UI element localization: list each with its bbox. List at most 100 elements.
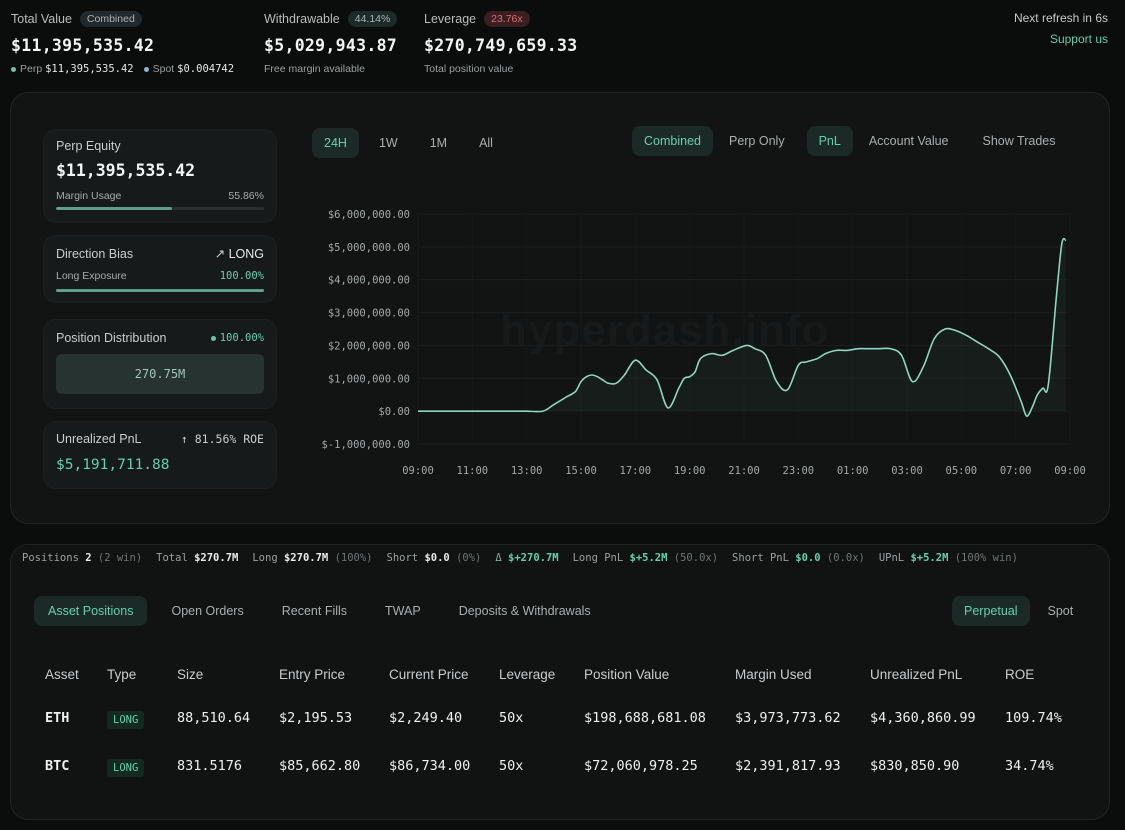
unrealized-pnl-card: Unrealized PnL ↑ 81.56% ROE $5,191,711.8… [44, 422, 276, 488]
table-row[interactable]: BTC LONG 831.5176 $85,662.80 $86,734.00 … [34, 742, 1074, 790]
support-link[interactable]: Support us [1049, 32, 1108, 46]
leverage-label: Leverage [424, 12, 477, 26]
distribution-bar[interactable]: 270.75M [56, 354, 264, 394]
total-value-label: Total Value [11, 12, 72, 26]
chart-view-tabs: Combined Perp Only PnL Account Value Sho… [632, 126, 1067, 156]
cell-unrealized-pnl: $4,360,860.99 [870, 710, 976, 726]
col-unrealized-pnl[interactable]: Unrealized PnL [870, 666, 963, 682]
show-trades-button[interactable]: Show Trades [982, 134, 1056, 148]
col-size[interactable]: Size [177, 666, 204, 682]
watermark: hyperdash.info [500, 306, 830, 355]
pnl-chart[interactable]: $6,000,000.00 $5,000,000.00 $4,000,000.00 $… [300, 190, 1090, 490]
cell-margin-used: $2,391,817.93 [735, 758, 841, 774]
leverage-chip: 23.76x [484, 11, 530, 27]
y-tick-label: $3,000,000.00 [328, 308, 410, 320]
perp-equity-title: Perp Equity [56, 139, 121, 153]
positions-short-pnl: Short PnL $0.0 (0.0x) [732, 552, 865, 564]
tab-24h[interactable]: 24H [312, 128, 359, 158]
spot-dot-icon [143, 66, 149, 72]
bias-label: LONG [228, 247, 264, 261]
positions-panel [10, 544, 1110, 820]
perp-equity-value: $11,395,535.42 [56, 161, 196, 180]
positions-count: Positions 2 (2 win) [22, 552, 143, 564]
col-roe[interactable]: ROE [1005, 666, 1035, 682]
cell-type: LONG [96, 694, 166, 742]
x-tick-label: 19:00 [674, 465, 706, 477]
tab-pnl[interactable]: PnL [806, 126, 853, 156]
perp-dot-icon [11, 66, 16, 72]
col-margin-used[interactable]: Margin Used [735, 666, 812, 682]
long-badge: LONG [107, 710, 145, 729]
tab-twap[interactable]: TWAP [385, 604, 421, 618]
account-summary-bar: Total Value Combined $11,395,535.42 Perp… [0, 0, 1125, 84]
distribution-pct-value: 100.00% [219, 332, 264, 344]
cell-leverage: 50x [499, 710, 524, 726]
direction-bias-card: Direction Bias ↗ LONG Long Exposure 100.… [44, 236, 276, 302]
refresh-countdown: Next refresh in 6s [1013, 11, 1108, 25]
perp-breakdown: Perp $11,395,535.42 [11, 63, 134, 75]
positions-short: Short $0.0 (0%) [386, 552, 482, 564]
distribution-pct: 100.00% [210, 332, 264, 344]
tab-perpetual[interactable]: Perpetual [952, 596, 1030, 626]
cell-type: LONG [96, 742, 166, 790]
cell-leverage: 50x [499, 758, 524, 774]
y-tick-label: $-1,000,000.00 [321, 439, 410, 451]
col-leverage[interactable]: Leverage [499, 666, 556, 682]
y-tick-label: $2,000,000.00 [328, 340, 410, 352]
x-tick-label: 01:00 [837, 465, 869, 477]
pnl-area [418, 238, 1066, 417]
tab-account-value[interactable]: Account Value [868, 134, 949, 148]
table-row[interactable]: ETH LONG 88,510.64 $2,195.53 $2,249.40 5… [34, 694, 1074, 742]
cell-asset[interactable]: ETH [45, 710, 70, 726]
y-tick-label: $0.00 [378, 406, 410, 418]
col-asset[interactable]: Asset [45, 666, 79, 682]
position-distribution-card: Position Distribution 100.00% 270.75M [44, 320, 276, 408]
cell-position-value: $198,688,681.08 [584, 710, 706, 726]
cell-roe: 109.74% [1005, 710, 1062, 726]
table-header-row: Asset Type Size Entry Price Current Pric… [34, 654, 1074, 694]
tab-open-orders[interactable]: Open Orders [171, 604, 244, 618]
combined-chip[interactable]: Combined [79, 11, 142, 27]
col-entry-price[interactable]: Entry Price [279, 666, 346, 682]
tab-combined[interactable]: Combined [632, 126, 713, 156]
x-tick-label: 03:00 [891, 465, 923, 477]
col-position-value[interactable]: Position Value [584, 666, 670, 682]
cell-entry-price: $2,195.53 [279, 710, 353, 726]
tab-asset-positions[interactable]: Asset Positions [34, 596, 148, 626]
col-current-price[interactable]: Current Price [389, 666, 469, 682]
tab-1m[interactable]: 1M [429, 136, 448, 150]
cell-current-price: $86,734.00 [389, 758, 471, 774]
upnl-roe-value: 81.56% ROE [194, 432, 264, 446]
margin-usage-fill [56, 207, 173, 210]
direction-bias-value: ↗ LONG [215, 246, 264, 261]
x-tick-label: 11:00 [457, 465, 489, 477]
long-exposure-value: 100.00% [219, 270, 264, 282]
x-tick-label: 21:00 [728, 465, 760, 477]
x-tick-label: 09:00 [1054, 465, 1086, 477]
upnl-title: Unrealized PnL [56, 432, 142, 446]
market-type-tabs: Perpetual Spot [952, 596, 1085, 626]
tab-deposits-withdrawals[interactable]: Deposits & Withdrawals [458, 604, 591, 618]
tab-1w[interactable]: 1W [378, 136, 398, 150]
x-tick-label: 13:00 [511, 465, 543, 477]
withdrawable-pct-chip: 44.14% [347, 11, 398, 27]
long-exposure-label: Long Exposure [56, 270, 127, 282]
perp-label: Perp [20, 63, 43, 75]
spot-value: $0.004742 [177, 63, 235, 75]
tab-spot[interactable]: Spot [1047, 604, 1074, 618]
withdrawable-label: Withdrawable [264, 12, 340, 26]
tab-perp-only[interactable]: Perp Only [728, 134, 785, 148]
cell-margin-used: $3,973,773.62 [735, 710, 841, 726]
tab-recent-fills[interactable]: Recent Fills [281, 604, 348, 618]
tab-all[interactable]: All [479, 136, 493, 150]
positions-upnl: UPnL $+5.2M (100% win) [878, 552, 1018, 564]
position-value: $270,749,659.33 [424, 36, 578, 55]
x-tick-label: 05:00 [946, 465, 978, 477]
col-type[interactable]: Type [107, 666, 137, 682]
arrow-up-icon: ↑ [180, 432, 188, 446]
cell-unrealized-pnl: $830,850.90 [870, 758, 960, 774]
withdrawable-stat: Withdrawable 44.14% $5,029,943.87 Free m… [264, 10, 398, 75]
cell-asset[interactable]: BTC [45, 758, 70, 774]
long-exposure-fill [56, 289, 264, 292]
y-tick-label: $5,000,000.00 [328, 242, 410, 254]
